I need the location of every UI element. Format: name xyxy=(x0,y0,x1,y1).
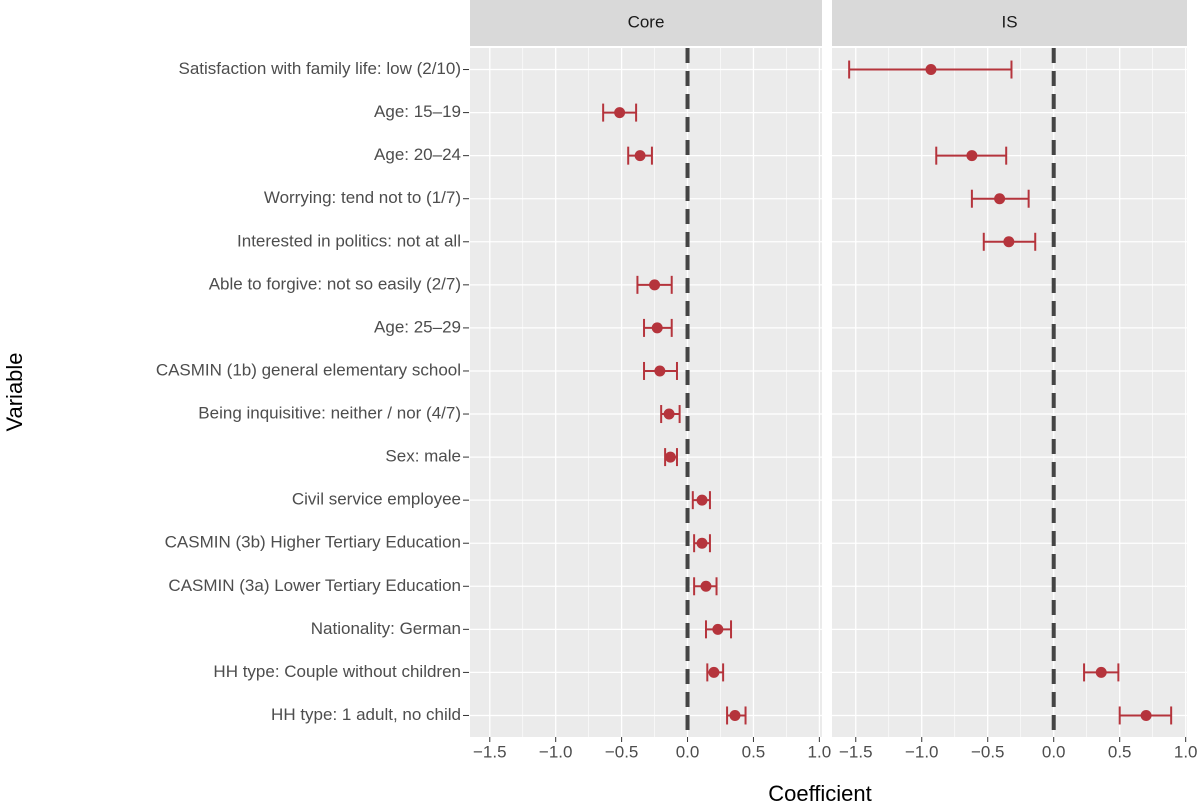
point xyxy=(1003,236,1015,248)
x-tick-label: −1.0 xyxy=(905,742,939,761)
panel-background xyxy=(832,48,1187,737)
x-tick-label: −1.5 xyxy=(839,742,873,761)
point xyxy=(696,494,708,506)
strip xyxy=(832,0,1187,46)
point xyxy=(966,150,978,162)
point xyxy=(1140,709,1152,721)
point xyxy=(708,666,720,678)
x-tick-label: −0.5 xyxy=(605,742,639,761)
y-tick-label: Sex: male xyxy=(385,447,461,466)
point xyxy=(663,408,675,420)
y-tick-label: CASMIN (1b) general elementary school xyxy=(156,360,461,379)
point xyxy=(994,193,1006,205)
point xyxy=(654,365,666,377)
x-tick-label: −0.5 xyxy=(971,742,1005,761)
y-tick-label: Age: 15–19 xyxy=(374,102,461,121)
y-tick-label: Interested in politics: not at all xyxy=(237,231,461,250)
y-axis-title: Variable xyxy=(2,352,27,431)
y-tick-label: HH type: Couple without children xyxy=(213,662,461,681)
x-tick-label: −1.0 xyxy=(539,742,573,761)
point xyxy=(729,709,741,721)
y-tick-label: Being inquisitive: neither / nor (4/7) xyxy=(198,404,461,423)
y-tick-label: Age: 25–29 xyxy=(374,317,461,336)
panel-title: IS xyxy=(1001,12,1017,31)
x-tick-label: 0.0 xyxy=(676,742,700,761)
point xyxy=(696,537,708,549)
point xyxy=(651,322,663,334)
point xyxy=(634,150,646,162)
x-tick-label: 1.0 xyxy=(808,742,832,761)
point xyxy=(664,451,676,463)
panel-background xyxy=(470,48,822,737)
point xyxy=(700,580,712,592)
strip xyxy=(470,0,822,46)
point xyxy=(712,623,724,635)
x-tick-label: 0.5 xyxy=(742,742,766,761)
point xyxy=(614,107,626,119)
y-tick-label: CASMIN (3a) Lower Tertiary Education xyxy=(168,576,461,595)
y-tick-label: Civil service employee xyxy=(292,490,461,509)
y-tick-label: Nationality: German xyxy=(311,619,461,638)
y-tick-label: Age: 20–24 xyxy=(374,145,461,164)
y-tick-label: HH type: 1 adult, no child xyxy=(271,705,461,724)
point xyxy=(649,279,661,291)
x-tick-label: 1.0 xyxy=(1174,742,1198,761)
point xyxy=(1095,666,1107,678)
x-tick-label: 0.5 xyxy=(1108,742,1132,761)
x-tick-label: 0.0 xyxy=(1042,742,1066,761)
point xyxy=(925,64,937,76)
panel-title: Core xyxy=(628,12,665,31)
y-tick-label: Worrying: tend not to (1/7) xyxy=(264,188,461,207)
x-tick-label: −1.5 xyxy=(473,742,507,761)
y-tick-label: Satisfaction with family life: low (2/10… xyxy=(179,59,462,78)
y-tick-label: Able to forgive: not so easily (2/7) xyxy=(209,274,461,293)
y-tick-label: CASMIN (3b) Higher Tertiary Education xyxy=(165,533,461,552)
x-axis-title: Coefficient xyxy=(768,781,872,806)
